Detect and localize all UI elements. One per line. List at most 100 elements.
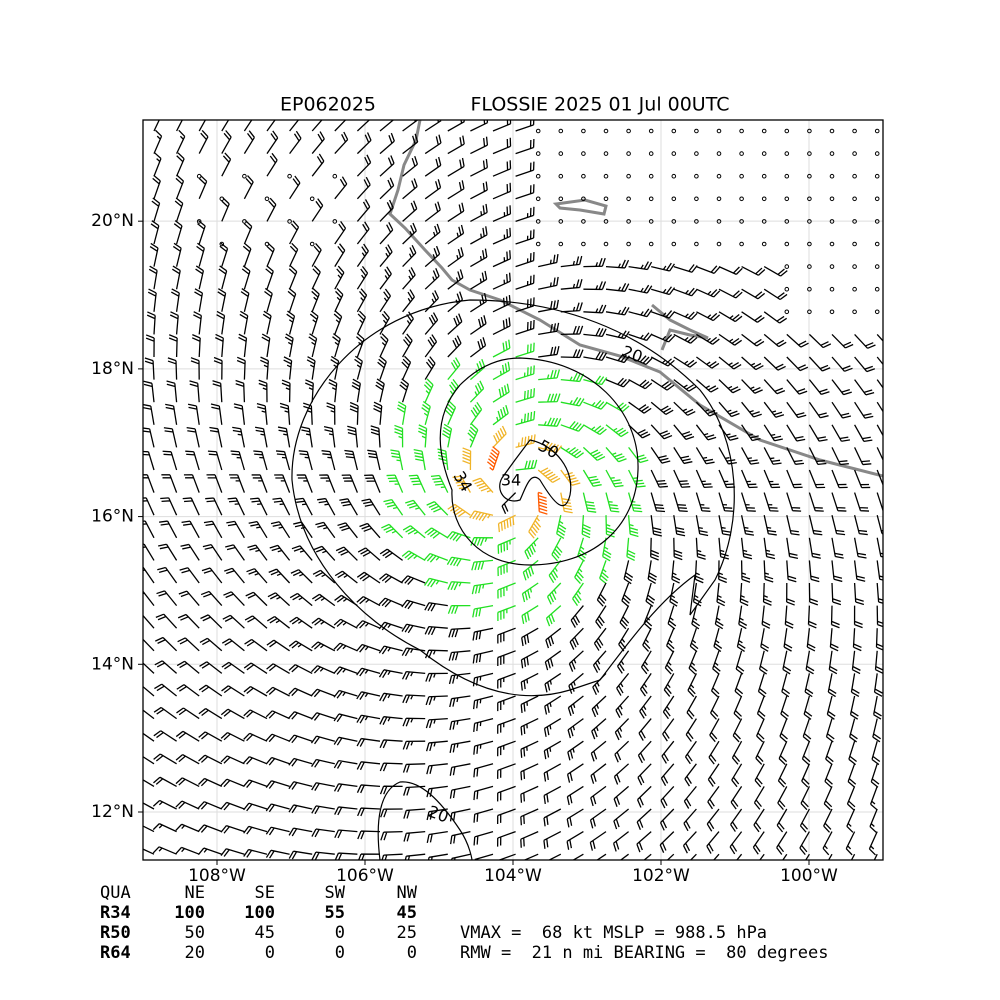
wind-barb [831, 515, 846, 536]
wind-barb [266, 615, 290, 629]
calm-marker [761, 219, 767, 224]
wind-barb [582, 469, 602, 487]
wind-barb [143, 614, 155, 629]
wind-barb [447, 247, 464, 268]
wind-barb [473, 808, 494, 823]
contour-64 [499, 439, 572, 507]
calm-marker [558, 151, 564, 156]
wind-barb [515, 161, 535, 177]
wind-barb [684, 763, 697, 787]
wind-barbs [143, 120, 883, 860]
row-label: R50 [100, 923, 131, 943]
wind-barb [356, 571, 381, 584]
lake [552, 198, 608, 216]
wind-barb [424, 356, 436, 380]
wind-barb [473, 830, 494, 846]
wind-barb [808, 537, 821, 559]
wind-barb [356, 288, 368, 313]
wind-barb [424, 201, 441, 222]
wind-barb [786, 401, 807, 419]
wind-barb [470, 293, 488, 313]
wind-barb [873, 853, 878, 860]
wind-barb [266, 197, 277, 222]
wind-barb [808, 424, 828, 442]
wind-barb [286, 310, 296, 335]
wind-barb [718, 424, 739, 441]
wind-barb [847, 763, 857, 788]
wind-barb [492, 205, 512, 222]
wind-barb [221, 685, 245, 697]
wind-barb [521, 627, 539, 647]
table-cell: 100 [244, 903, 275, 923]
contour-label: 34 [450, 468, 477, 495]
wind-barb [402, 244, 417, 268]
wind-barb [469, 401, 483, 426]
wind-barb [805, 853, 810, 860]
wind-barb [268, 568, 291, 584]
wind-barb [605, 446, 627, 463]
wind-barb [449, 695, 471, 708]
wind-barb [470, 315, 487, 335]
wind-barb [869, 808, 878, 833]
wind-barb [332, 333, 341, 358]
wind-barb [659, 808, 675, 831]
wind-barb [220, 778, 245, 788]
wind-barb [143, 755, 155, 765]
wind-barb [176, 660, 200, 674]
wind-barb [583, 424, 607, 436]
wind-barb [831, 560, 843, 583]
wind-barb [470, 120, 489, 132]
wind-barb [309, 310, 319, 335]
wind-barb [538, 253, 559, 268]
wind-barb [447, 157, 465, 177]
wind-barb [497, 559, 516, 577]
wind-barb [808, 447, 827, 466]
wind-barb [356, 596, 381, 607]
wind-barb [470, 536, 494, 546]
wind-barb [492, 295, 511, 313]
wind-barb [664, 650, 675, 675]
wind-barb [243, 732, 268, 742]
wind-barb [445, 400, 457, 426]
wind-barb [243, 685, 268, 697]
wind-barb [334, 131, 349, 155]
wind-barb [311, 851, 335, 860]
calm-marker [558, 173, 564, 179]
table-cell: 45 [397, 903, 417, 923]
wind-barb [240, 287, 250, 312]
wind-barb [523, 853, 539, 860]
wind-barb [650, 447, 671, 464]
wind-barb [333, 642, 358, 652]
wind-barb [334, 570, 358, 584]
wind-barb [326, 402, 336, 425]
wind-barb [683, 808, 697, 832]
wind-barb [403, 785, 426, 796]
wind-barb [378, 645, 403, 655]
wind-barb [567, 695, 584, 717]
wind-barb [198, 129, 209, 154]
wind-barb [424, 179, 442, 200]
wind-barb [592, 650, 607, 673]
wind-barb [143, 380, 155, 403]
wind-barb [379, 120, 395, 132]
wind-barb [662, 695, 675, 720]
wind-barb [853, 605, 863, 629]
wind-barb [497, 672, 516, 689]
wind-barb [786, 537, 799, 560]
calm-marker [626, 196, 631, 202]
wind-barb [619, 853, 629, 860]
wind-barb [528, 514, 542, 539]
wind-barb [153, 753, 177, 765]
wind-barb [379, 573, 403, 584]
wind-barb [808, 515, 823, 536]
wind-barb [736, 628, 746, 652]
calm-marker [242, 173, 247, 179]
calm-marker [694, 151, 699, 156]
wind-barb [248, 520, 268, 539]
wind-barb [423, 552, 449, 563]
wind-barb [786, 447, 805, 465]
wind-barb [628, 284, 653, 294]
wind-barb [424, 223, 441, 245]
wind-barb [515, 388, 535, 403]
wind-barb [288, 827, 313, 837]
